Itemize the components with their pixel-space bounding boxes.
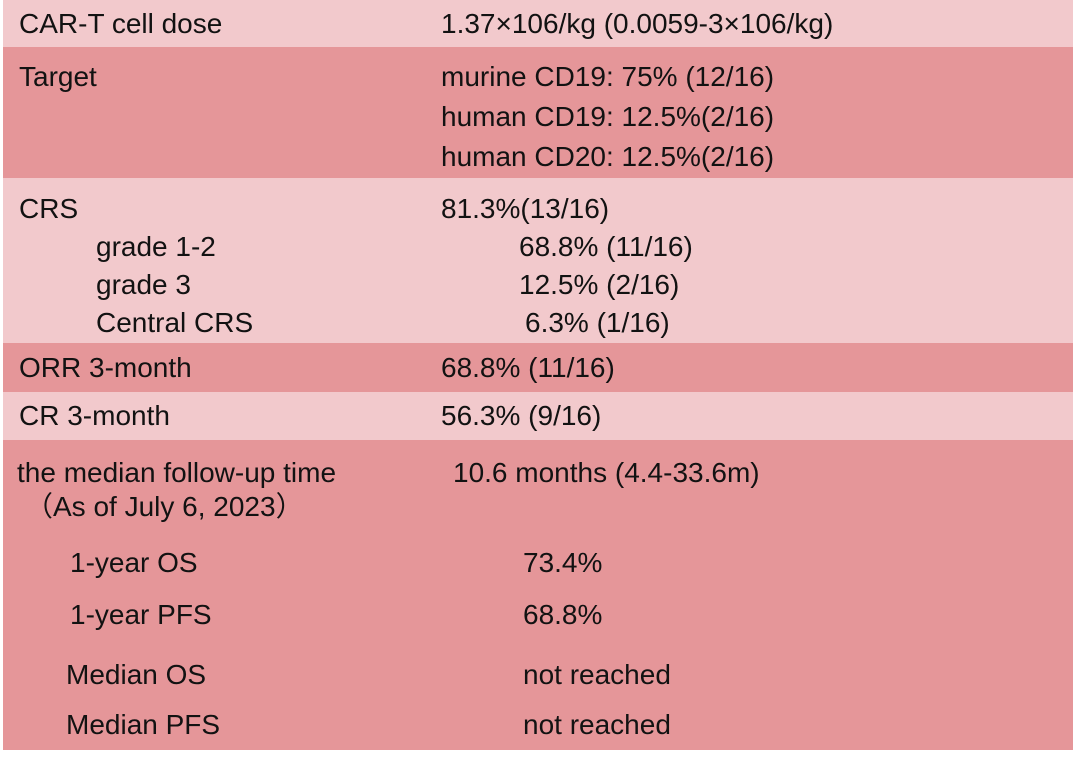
- table-subline: 1-year OS 73.4%: [3, 546, 1073, 580]
- row-value: murine CD19: 75% (12/16): [441, 61, 775, 92]
- table-subline: Median PFS not reached: [3, 708, 1073, 742]
- row-label: CRS: [19, 193, 79, 224]
- row-value: 1.37×106/kg (0.0059-3×106/kg): [441, 8, 834, 39]
- table-subline: Central CRS 6.3% (1/16): [3, 304, 1073, 342]
- sub-row-label: 1-year OS: [70, 547, 198, 578]
- sub-row-label: grade 1-2: [96, 231, 216, 262]
- row-value: human CD20: 12.5%(2/16): [441, 141, 775, 172]
- table-line: CAR-T cell dose 1.37×106/kg (0.0059-3×10…: [3, 0, 1073, 47]
- results-table: CAR-T cell dose 1.37×106/kg (0.0059-3×10…: [3, 0, 1073, 751]
- table-subline: 1-year PFS 68.8%: [3, 598, 1073, 632]
- table-row-median-follow-up: the median follow-up time 10.6 months (4…: [3, 440, 1073, 750]
- sub-row-label: Median OS: [66, 659, 207, 690]
- table-line: CRS 81.3%(13/16): [3, 190, 1073, 228]
- row-label: the median follow-up time: [17, 457, 337, 488]
- sub-row-value: 12.5% (2/16): [519, 269, 680, 300]
- table-line: （As of July 6, 2023）: [3, 490, 1073, 524]
- sub-row-value: not reached: [523, 709, 671, 740]
- row-value: 10.6 months (4.4-33.6m): [453, 457, 760, 488]
- row-label: Target: [19, 61, 97, 92]
- sub-row-label: grade 3: [96, 269, 191, 300]
- table-subline: Median OS not reached: [3, 658, 1073, 692]
- table-row-target: Target murine CD19: 75% (12/16) human CD…: [3, 47, 1073, 178]
- sub-row-value: 68.8%: [523, 599, 603, 630]
- row-value: 56.3% (9/16): [441, 400, 602, 431]
- sub-row-value: 68.8% (11/16): [519, 231, 693, 262]
- row-label: ORR 3-month: [19, 352, 192, 383]
- sub-row-value: 6.3% (1/16): [525, 307, 670, 338]
- row-value: 68.8% (11/16): [441, 352, 615, 383]
- sub-row-label: Median PFS: [66, 709, 221, 740]
- row-label-line2: （As of July 6, 2023）: [25, 491, 304, 522]
- table-line: human CD19: 12.5%(2/16): [3, 97, 1073, 137]
- row-label: CR 3-month: [19, 400, 170, 431]
- table-subline: grade 3 12.5% (2/16): [3, 266, 1073, 304]
- table-row-orr-3-month: ORR 3-month 68.8% (11/16): [3, 343, 1073, 392]
- table-line: Target murine CD19: 75% (12/16): [3, 57, 1073, 97]
- sub-row-value: 73.4%: [523, 547, 603, 578]
- sub-row-label: Central CRS: [96, 307, 254, 338]
- row-value: human CD19: 12.5%(2/16): [441, 101, 775, 132]
- row-label: CAR-T cell dose: [19, 8, 223, 39]
- row-value: 81.3%(13/16): [441, 193, 610, 224]
- table-row-cr-3-month: CR 3-month 56.3% (9/16): [3, 392, 1073, 440]
- table-line: CR 3-month 56.3% (9/16): [3, 392, 1073, 440]
- table-line: human CD20: 12.5%(2/16): [3, 137, 1073, 177]
- table-row-cart-cell-dose: CAR-T cell dose 1.37×106/kg (0.0059-3×10…: [3, 0, 1073, 47]
- sub-row-value: not reached: [523, 659, 671, 690]
- table-row-crs: CRS 81.3%(13/16) grade 1-2 68.8% (11/16)…: [3, 178, 1073, 343]
- table-subline: grade 1-2 68.8% (11/16): [3, 228, 1073, 266]
- table-line: the median follow-up time 10.6 months (4…: [3, 456, 1073, 490]
- table-line: ORR 3-month 68.8% (11/16): [3, 343, 1073, 392]
- sub-row-label: 1-year PFS: [70, 599, 212, 630]
